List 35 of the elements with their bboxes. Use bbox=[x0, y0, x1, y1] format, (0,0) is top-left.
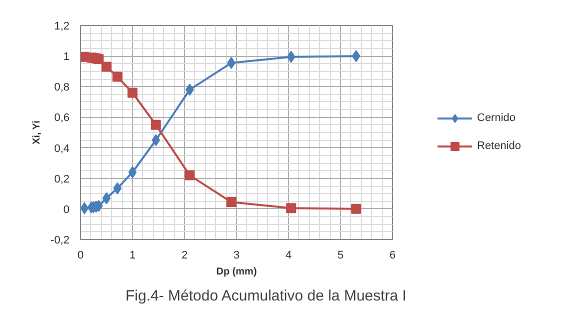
x-tick-label: 2 bbox=[181, 250, 188, 262]
y-tick-label: 0 bbox=[63, 204, 70, 216]
x-tick-label: 4 bbox=[285, 250, 292, 262]
y-tick-label: 1,2 bbox=[54, 20, 70, 32]
legend-label: Retenido bbox=[477, 140, 522, 152]
point bbox=[102, 62, 112, 72]
text: Fig.4- Método Acumulativo de la Muestra I bbox=[126, 288, 406, 304]
x-tick-label: 0 bbox=[77, 250, 84, 262]
point bbox=[112, 72, 122, 82]
legend-label: Cernido bbox=[477, 112, 516, 124]
point bbox=[94, 54, 104, 64]
point bbox=[102, 192, 111, 204]
point bbox=[128, 166, 137, 178]
point bbox=[226, 197, 236, 208]
x-tick-label: 6 bbox=[389, 250, 396, 262]
y-tick-label: 0,8 bbox=[54, 82, 70, 94]
x-tick-label: 5 bbox=[337, 250, 344, 262]
y-axis-title: Xi, Yi bbox=[32, 120, 43, 145]
x-axis-title: Dp (mm) bbox=[216, 266, 257, 278]
point bbox=[152, 134, 160, 146]
x-tick-label: 3 bbox=[233, 250, 240, 262]
y-tick-label: 0,4 bbox=[54, 142, 70, 155]
point bbox=[352, 50, 360, 62]
point bbox=[128, 88, 138, 98]
point bbox=[113, 182, 122, 194]
point bbox=[286, 50, 296, 63]
point bbox=[351, 204, 362, 214]
point bbox=[286, 203, 296, 214]
y-tick-label: -0,2 bbox=[50, 234, 70, 246]
y-tick-label: 0,6 bbox=[54, 112, 70, 124]
x-tick-label: 1 bbox=[129, 250, 136, 262]
y-tick-label: 0,2 bbox=[54, 173, 70, 186]
point bbox=[150, 120, 161, 130]
y-tick-label: 1 bbox=[63, 51, 70, 64]
point bbox=[184, 170, 195, 180]
